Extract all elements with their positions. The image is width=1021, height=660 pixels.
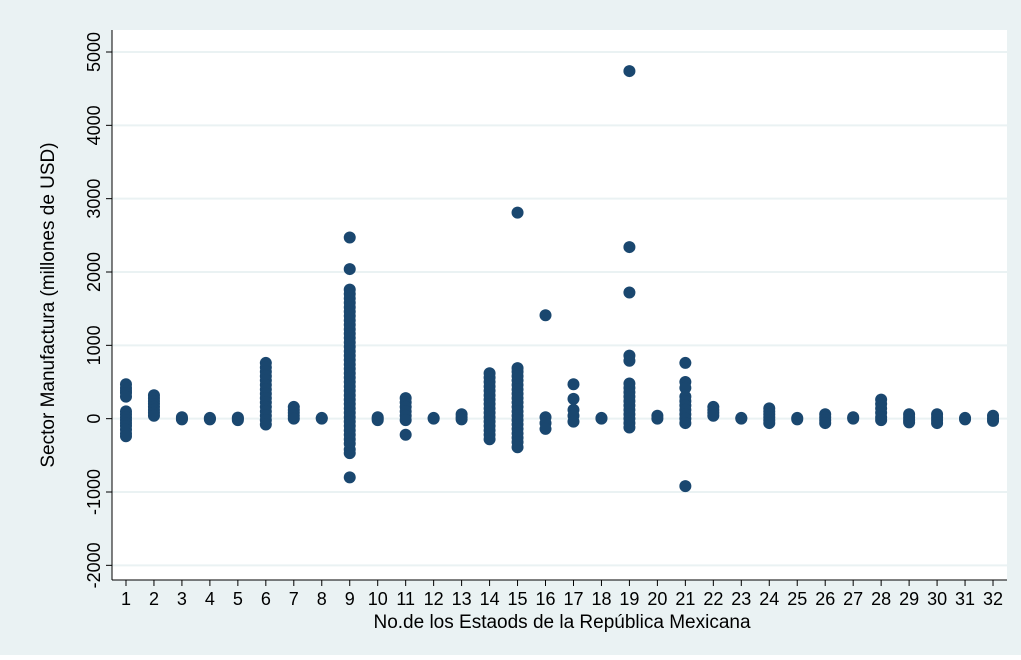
y-tick-label: 5000 — [84, 32, 104, 72]
data-point — [567, 392, 580, 405]
y-axis-label: Sector Manufactura (millones de USD) — [38, 142, 59, 467]
data-point — [567, 415, 580, 428]
x-ticks: 1 2 3 4 5 6 7 8 9 10 11 12 13 14 15 16 17 18 19 20 21 22 23 24 2… — [121, 580, 1003, 609]
plot-region — [112, 30, 1007, 580]
data-point — [343, 231, 356, 244]
data-point — [427, 412, 440, 425]
x-tick-label: 30 — [927, 589, 947, 609]
x-tick-label: 27 — [843, 589, 863, 609]
x-tick-label: 4 — [205, 589, 215, 609]
data-point — [679, 356, 692, 369]
x-tick-label: 6 — [261, 589, 271, 609]
data-point — [399, 414, 412, 427]
axes — [111, 30, 1007, 581]
x-tick-label: 31 — [955, 589, 975, 609]
x-tick-label: 12 — [424, 589, 444, 609]
data-point — [147, 409, 160, 422]
x-tick-label: 13 — [452, 589, 472, 609]
x-tick-label: 23 — [731, 589, 751, 609]
x-tick-label: 19 — [619, 589, 639, 609]
data-point — [203, 413, 216, 426]
x-tick-label: 29 — [899, 589, 919, 609]
data-point — [763, 417, 776, 430]
data-point — [399, 428, 412, 441]
x-tick-label: 14 — [480, 589, 500, 609]
data-point — [259, 418, 272, 431]
data-point — [315, 412, 328, 425]
y-tick-label: 3000 — [84, 179, 104, 219]
data-point — [539, 309, 552, 322]
data-point — [539, 422, 552, 435]
data-point — [819, 417, 832, 430]
data-point — [595, 412, 608, 425]
data-point — [343, 447, 356, 460]
data-point — [623, 354, 636, 367]
data-point — [623, 241, 636, 254]
data-point — [175, 413, 188, 426]
data-point — [623, 65, 636, 78]
data-point — [847, 412, 860, 425]
data-point — [231, 414, 244, 427]
data-point — [707, 409, 720, 422]
x-tick-label: 16 — [536, 589, 556, 609]
x-tick-label: 3 — [177, 589, 187, 609]
data-point — [623, 421, 636, 434]
y-tick-label: -1000 — [84, 469, 104, 515]
x-tick-label: 5 — [233, 589, 243, 609]
x-tick-label: 15 — [508, 589, 528, 609]
data-point — [931, 417, 944, 430]
y-tick-label: 2000 — [84, 252, 104, 292]
data-point — [119, 430, 132, 443]
x-tick-label: 20 — [647, 589, 667, 609]
x-tick-label: 11 — [396, 589, 415, 609]
x-tick-label: 26 — [815, 589, 835, 609]
data-points — [119, 65, 1000, 493]
data-point — [875, 414, 888, 427]
data-point — [735, 412, 748, 425]
y-ticks: -2000 -1000 0 1000 2000 3000 4000 5000 — [84, 32, 112, 588]
data-point — [511, 206, 524, 219]
data-point — [511, 441, 524, 454]
y-tick-label: 4000 — [84, 105, 104, 145]
data-point — [679, 417, 692, 430]
data-point — [371, 414, 384, 427]
x-tick-label: 9 — [345, 589, 355, 609]
data-point — [455, 413, 468, 426]
x-tick-label: 28 — [871, 589, 891, 609]
x-tick-label: 10 — [368, 589, 388, 609]
data-point — [119, 390, 132, 403]
data-point — [679, 480, 692, 493]
data-point — [959, 413, 972, 426]
data-point — [343, 471, 356, 484]
x-tick-label: 1 — [121, 589, 131, 609]
y-tick-label: 1000 — [84, 325, 104, 365]
data-point — [903, 416, 916, 429]
x-tick-label: 21 — [675, 589, 695, 609]
x-tick-label: 32 — [983, 589, 1003, 609]
y-tick-label: 0 — [84, 414, 104, 424]
data-point — [651, 412, 664, 425]
x-tick-label: 25 — [787, 589, 807, 609]
x-axis-label: No.de los Estaods de la República Mexica… — [373, 612, 750, 633]
data-point — [483, 433, 496, 446]
x-tick-label: 22 — [703, 589, 723, 609]
x-tick-label: 8 — [317, 589, 327, 609]
y-tick-label: -2000 — [84, 542, 104, 588]
data-point — [287, 412, 300, 425]
data-point — [679, 381, 692, 394]
x-tick-label: 18 — [591, 589, 611, 609]
x-tick-label: 17 — [563, 589, 583, 609]
data-point — [987, 414, 1000, 427]
data-point — [567, 378, 580, 391]
x-tick-label: 2 — [149, 589, 159, 609]
x-tick-label: 24 — [759, 589, 779, 609]
data-point — [343, 263, 356, 276]
x-tick-label: 7 — [289, 589, 299, 609]
data-point — [623, 286, 636, 299]
data-point — [791, 413, 804, 426]
